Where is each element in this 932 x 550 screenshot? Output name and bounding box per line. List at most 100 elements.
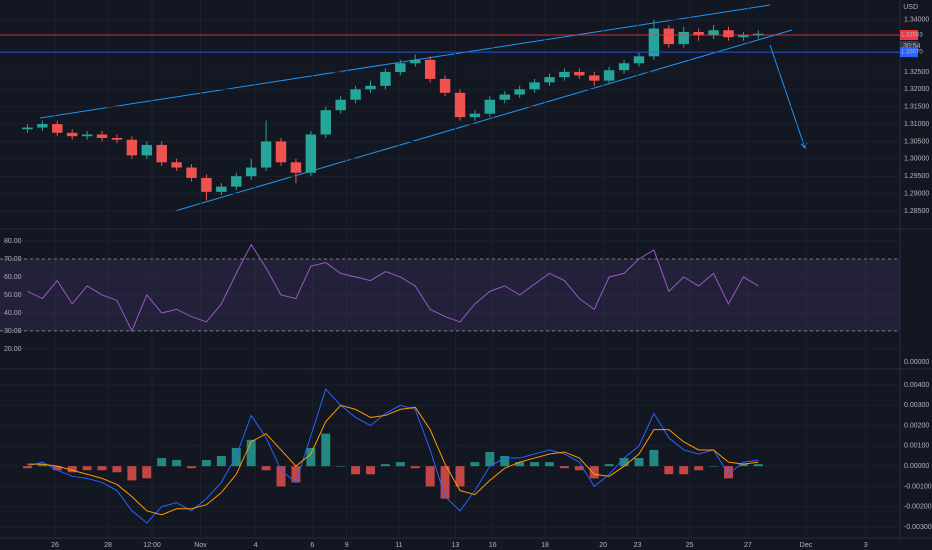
y-tick-label: -0.00100	[904, 483, 932, 490]
candle-body	[514, 89, 525, 95]
y-tick-label: 0.00300	[904, 402, 929, 409]
y-tick-label: 60.00	[4, 274, 22, 281]
candle-body	[52, 124, 63, 133]
histogram-bar	[142, 466, 152, 479]
price-label: 1.33563	[901, 33, 923, 39]
x-tick-label: 18	[541, 542, 549, 549]
histogram-bar	[604, 464, 614, 467]
x-tick-label: 11	[395, 542, 402, 549]
histogram-bar	[694, 466, 704, 471]
histogram-bar	[291, 466, 301, 483]
histogram-bar	[276, 466, 286, 487]
histogram-bar	[664, 466, 674, 475]
candle-body	[111, 137, 123, 140]
histogram-bar	[246, 439, 256, 467]
histogram-bar	[157, 458, 167, 467]
candle-body	[335, 99, 346, 111]
x-tick-label: 28	[104, 542, 112, 549]
histogram-bar	[187, 466, 196, 469]
histogram-bar	[455, 466, 465, 487]
histogram-bar	[589, 466, 599, 479]
candle-body	[693, 31, 704, 36]
x-tick-label: 25	[686, 542, 694, 549]
y-tick-label: 40.00	[4, 310, 22, 317]
y-tick-label: 20.00	[4, 346, 22, 353]
candle-body	[81, 134, 93, 137]
histogram-bar	[336, 466, 346, 467]
candle-body	[738, 35, 749, 38]
y-tick-label: 0.00200	[904, 422, 929, 429]
histogram-bar	[127, 466, 137, 481]
candle-body	[275, 141, 287, 163]
histogram-bar	[634, 458, 644, 467]
histogram-bar	[440, 466, 450, 499]
y-tick-label: 1.32500	[904, 69, 929, 76]
x-tick-label: 13	[452, 542, 460, 549]
candle-body	[126, 139, 138, 156]
candle-body	[574, 71, 585, 76]
histogram-bar	[321, 433, 331, 467]
countdown: 30:54	[903, 43, 921, 50]
candle-body	[708, 30, 719, 36]
histogram-bar	[500, 456, 510, 467]
y-tick-label: 0.00000	[904, 463, 929, 470]
x-tick-label: Dec	[800, 542, 813, 549]
histogram-bar	[425, 466, 435, 487]
candle-body	[365, 85, 376, 90]
candle-body	[410, 59, 421, 64]
candle-body	[66, 132, 78, 137]
y-tick-label: 1.32000	[904, 86, 929, 93]
histogram-bar	[261, 466, 271, 471]
candle-body	[529, 82, 540, 90]
histogram-bar	[172, 460, 182, 467]
candle-body	[678, 31, 689, 45]
x-tick-label: 3	[864, 542, 868, 549]
x-tick-label: 12:00	[143, 542, 161, 549]
candle-body	[618, 63, 630, 71]
trend-line	[174, 29, 793, 212]
candle-body	[245, 167, 257, 177]
histogram-bar	[395, 462, 405, 467]
candle-body	[171, 162, 182, 168]
y-tick-label: 1.30500	[904, 138, 929, 145]
y-tick-label: 50.00	[4, 292, 22, 299]
countdown-box	[900, 41, 918, 51]
histogram-bar	[709, 466, 719, 467]
candle-body	[469, 113, 481, 118]
candle-body	[633, 56, 645, 64]
candle-body	[320, 110, 331, 135]
trend-line	[39, 4, 771, 119]
x-tick-label: 6	[310, 542, 314, 549]
x-tick-label: 4	[254, 542, 258, 549]
y-tick-label: 1.30000	[904, 156, 929, 163]
histogram-bar	[619, 458, 629, 467]
candle-body	[544, 77, 555, 83]
histogram-bar	[559, 466, 569, 469]
y-tick-label: 1.29500	[904, 173, 929, 180]
histogram-bar	[67, 466, 77, 473]
x-tick-label: 23	[634, 542, 642, 549]
x-tick-label: 9	[345, 542, 349, 549]
candle-body	[290, 162, 302, 173]
histogram-bar	[470, 462, 480, 467]
histogram-bar	[201, 460, 211, 467]
histogram-bar	[649, 449, 659, 467]
y-tick-label: 1.29000	[904, 190, 929, 197]
candle-body	[454, 92, 466, 118]
candle-body	[186, 167, 197, 178]
candle-body	[216, 186, 227, 192]
y-tick-label: -0.00300	[904, 524, 932, 531]
candle-body	[589, 75, 600, 81]
x-tick-label: 26	[51, 542, 59, 549]
price-label: 1.33070	[901, 50, 923, 56]
y-tick-label: 1.34000	[904, 17, 929, 24]
y-tick-label: 1.31500	[904, 104, 929, 111]
histogram-bar	[724, 466, 733, 479]
histogram-bar	[380, 464, 390, 467]
histogram-bar	[738, 464, 748, 467]
y-tick-label: 80.00	[4, 238, 22, 245]
histogram-bar	[22, 466, 32, 469]
candle-body	[424, 59, 436, 79]
currency: USD	[903, 4, 918, 11]
